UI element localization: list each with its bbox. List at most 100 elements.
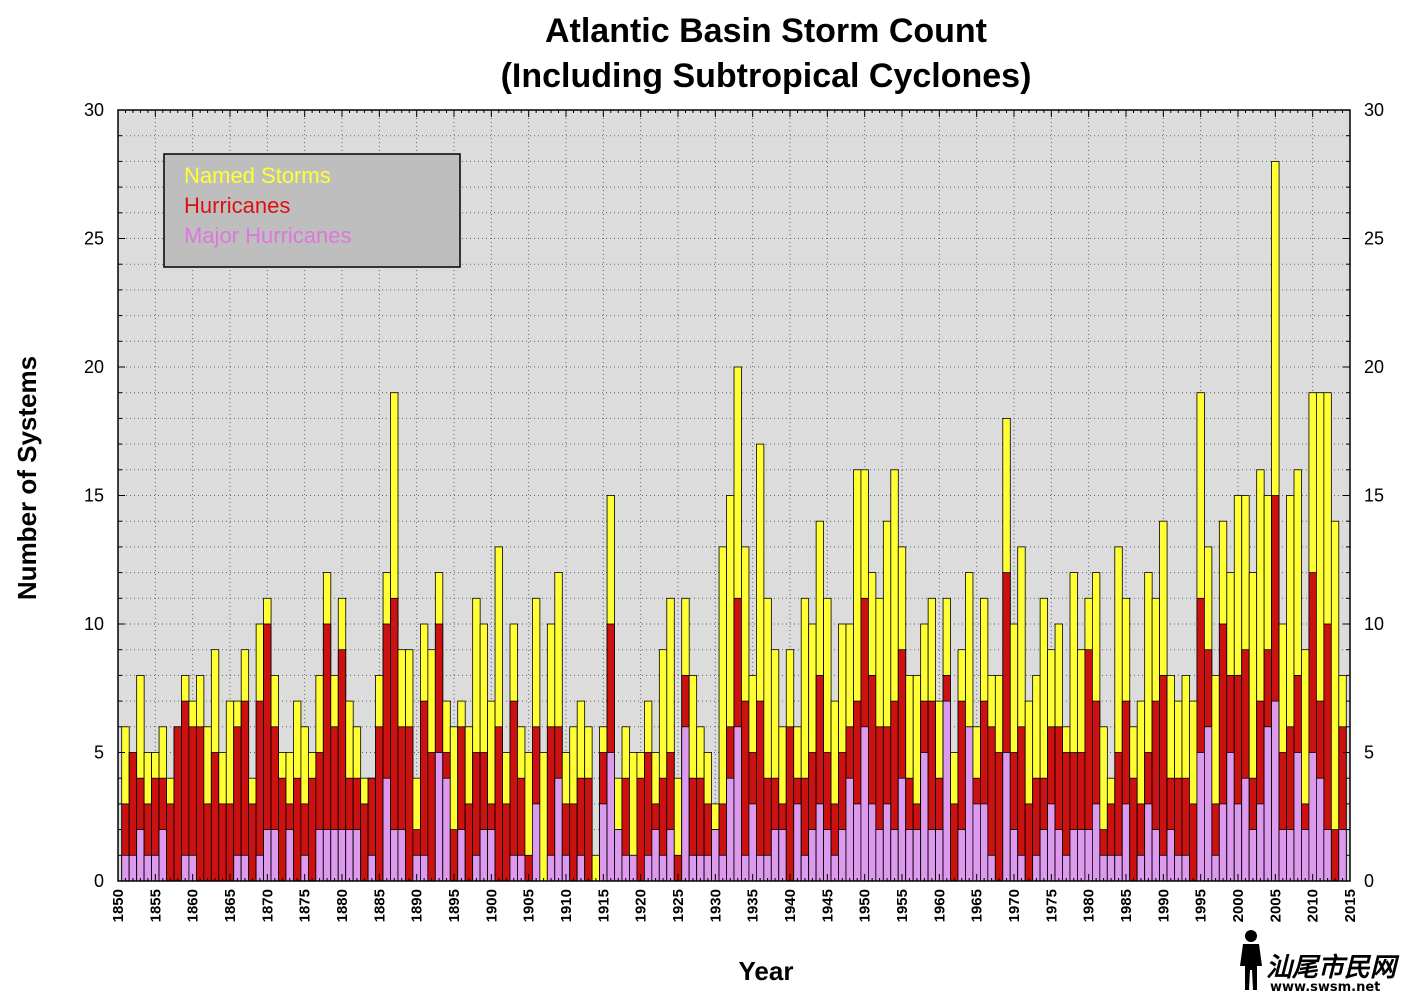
bar-major-hurricanes [128, 854, 138, 882]
bar-major-hurricanes [143, 854, 153, 882]
bar-major-hurricanes [158, 829, 167, 882]
bar-major-hurricanes [1084, 829, 1093, 882]
bar-major-hurricanes [875, 829, 884, 882]
x-tick-label: 1850 [110, 889, 127, 922]
bar-major-hurricanes [472, 854, 481, 882]
x-tick-label: 1900 [483, 889, 500, 922]
bar-hurricanes [1129, 777, 1138, 882]
bar-hurricanes [248, 803, 257, 882]
bar-major-hurricanes [532, 803, 541, 882]
bar-major-hurricanes [509, 854, 518, 882]
bar-major-hurricanes [703, 854, 713, 882]
bar-major-hurricanes [1166, 829, 1175, 882]
bar-major-hurricanes [927, 829, 937, 882]
bar-major-hurricanes [1002, 752, 1011, 882]
bar-hurricanes [255, 700, 265, 882]
bar-major-hurricanes [800, 854, 810, 882]
bar-major-hurricanes [644, 854, 653, 882]
x-tick-label: 1950 [857, 889, 874, 922]
bar-named-storms [1330, 520, 1340, 882]
bar-major-hurricanes [1316, 777, 1325, 882]
bar-major-hurricanes [1174, 854, 1183, 882]
bar-hurricanes [360, 803, 369, 882]
bar-major-hurricanes [688, 854, 698, 882]
x-tick-label: 1965 [969, 889, 986, 922]
bar-hurricanes [464, 803, 474, 882]
bar-major-hurricanes [337, 829, 347, 882]
x-tick-label: 2005 [1267, 889, 1284, 922]
bar-major-hurricanes [957, 829, 966, 882]
bar-major-hurricanes [860, 726, 869, 882]
bar-major-hurricanes [838, 829, 847, 882]
bar-major-hurricanes [1054, 829, 1063, 882]
y-ticks: 0 0 5 5 10 10 15 15 20 20 25 25 30 30 [84, 100, 1384, 891]
x-tick-label: 1985 [1118, 889, 1135, 922]
bar-major-hurricanes [1226, 752, 1235, 882]
bar-major-hurricanes [733, 726, 742, 882]
watermark-url: www.swsm.net [1270, 980, 1380, 995]
bar-hurricanes [449, 829, 459, 882]
bar-major-hurricanes [270, 829, 279, 882]
bar-major-hurricanes [1218, 803, 1228, 882]
bar-major-hurricanes [718, 854, 727, 882]
bar-major-hurricanes [830, 854, 839, 882]
bar-hurricanes [950, 803, 959, 882]
y-tick-label-right: 25 [1364, 229, 1384, 249]
bar-major-hurricanes [345, 829, 354, 882]
bar-named-storms [539, 752, 548, 882]
bar-major-hurricanes [352, 829, 362, 882]
bar-major-hurricanes [255, 854, 265, 882]
bar-hurricanes [405, 726, 414, 882]
bar-major-hurricanes [1211, 854, 1220, 882]
bar-major-hurricanes [1017, 854, 1026, 882]
y-tick-label-left: 15 [84, 486, 104, 506]
bar-major-hurricanes [382, 777, 391, 882]
x-tick-label: 1980 [1081, 889, 1098, 922]
bar-major-hurricanes [1136, 854, 1146, 882]
x-tick-label: 1895 [446, 889, 463, 922]
bar-major-hurricanes [181, 854, 190, 882]
bar-hurricanes [218, 803, 227, 882]
bar-major-hurricanes [1204, 726, 1213, 882]
x-tick-label: 1880 [334, 889, 351, 922]
x-tick-label: 1940 [782, 889, 799, 922]
y-tick-label-left: 0 [94, 871, 104, 891]
bar-major-hurricanes [1121, 803, 1131, 882]
bar-hurricanes [203, 803, 212, 882]
bar-major-hurricanes [606, 752, 615, 882]
bar-major-hurricanes [912, 829, 922, 882]
x-tick-label: 1865 [222, 889, 239, 922]
legend-hurricanes: Hurricanes [184, 193, 290, 218]
bar-major-hurricanes [920, 752, 929, 882]
bar-major-hurricanes [1196, 752, 1205, 882]
bar-major-hurricanes [651, 829, 660, 882]
bar-hurricanes [173, 726, 182, 882]
bar-major-hurricanes [965, 726, 974, 882]
x-tick-label: 1920 [633, 889, 650, 922]
bar-major-hurricanes [614, 829, 623, 882]
bar-hurricanes [1330, 829, 1340, 882]
bars-layer [121, 160, 1347, 882]
x-tick-label: 1905 [521, 889, 538, 922]
bar-major-hurricanes [868, 803, 877, 882]
bar-major-hurricanes [1301, 829, 1310, 882]
x-axis-title: Year [739, 956, 794, 986]
bar-major-hurricanes [942, 700, 951, 882]
bar-major-hurricanes [1099, 854, 1108, 882]
bar-major-hurricanes [479, 829, 489, 882]
x-tick-label: 1955 [894, 889, 911, 922]
y-axis-title: Number of Systems [12, 356, 42, 600]
x-ticks: 1850 1855 1860 1865 1870 1875 1880 1885 1890 1895… [110, 110, 1359, 922]
bar-major-hurricanes [1263, 726, 1273, 882]
bar-major-hurricanes [980, 803, 989, 882]
x-tick-label: 2000 [1230, 889, 1247, 922]
legend-major-hurricanes: Major Hurricanes [184, 223, 352, 248]
bar-major-hurricanes [1151, 829, 1161, 882]
bar-major-hurricanes [972, 803, 981, 882]
bar-major-hurricanes [554, 777, 563, 882]
bar-major-hurricanes [322, 829, 332, 882]
bar-major-hurricanes [987, 854, 996, 882]
bar-major-hurricanes [330, 829, 339, 882]
bar-hurricanes [502, 803, 511, 882]
